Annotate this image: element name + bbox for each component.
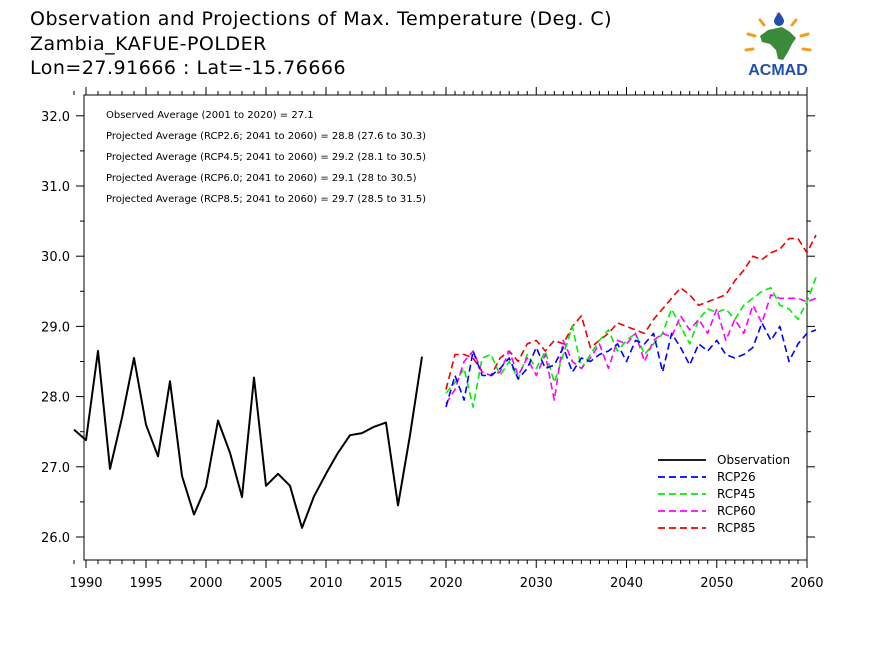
y-tick-label: 32.0	[41, 110, 70, 125]
annotation-text: Observed Average (2001 to 2020) = 27.1	[106, 110, 314, 121]
y-axis-labels: 26.0 27.0 28.0 29.0 30.0 31.0 32.0	[41, 110, 70, 546]
series-line-rcp45	[445, 277, 817, 408]
chart-title: Observation and Projections of Max. Temp…	[30, 8, 613, 30]
x-tick-label: 2000	[189, 576, 222, 591]
station-name: Zambia_KAFUE-POLDER	[30, 33, 267, 55]
y-tick-label: 31.0	[41, 180, 70, 195]
plot-frame	[83, 94, 808, 561]
series-line-rcp85	[445, 234, 817, 390]
y-tick-label: 28.0	[41, 391, 70, 406]
annotations: Observed Average (2001 to 2020) = 27.1 Pr…	[106, 110, 426, 205]
annotation-text: Projected Average (RCP2.6; 2041 to 2060)…	[106, 131, 426, 142]
annotation-text: Projected Average (RCP6.0; 2041 to 2060)…	[106, 173, 417, 184]
x-tick-label: 2060	[790, 576, 823, 591]
x-tick-label: 2020	[429, 576, 462, 591]
logo-text: ACMAD	[748, 62, 808, 79]
x-tick-label: 2015	[369, 576, 402, 591]
x-tick-label: 1990	[69, 576, 102, 591]
x-axis-labels: 1990 1995 2000 2005 2010 2015 2020 2030 2040 2050…	[69, 576, 823, 591]
station-coordinates: Lon=27.91666 : Lat=-15.76666	[30, 57, 347, 79]
legend-label-observation: Observation	[717, 453, 790, 467]
legend-label-rcp85: RCP85	[717, 521, 756, 535]
series-line-rcp26	[445, 322, 817, 408]
legend-label-rcp26: RCP26	[717, 470, 756, 484]
annotation-text: Projected Average (RCP4.5; 2041 to 2060)…	[106, 152, 426, 163]
x-tick-label: 2050	[700, 576, 733, 591]
acmad-logo: ACMAD	[738, 10, 818, 85]
series-lines	[73, 234, 817, 529]
axis-ticks	[73, 87, 815, 568]
y-tick-label: 29.0	[41, 320, 70, 335]
africa-sun-drop-logo-icon	[744, 12, 812, 60]
legend: Observation RCP26 RCP45 RCP60 RCP85	[658, 453, 790, 535]
y-tick-label: 26.0	[41, 531, 70, 546]
y-tick-label: 27.0	[41, 461, 70, 476]
x-tick-label: 2040	[610, 576, 643, 591]
series-line-observation	[73, 350, 423, 529]
series-line-rcp60	[445, 293, 817, 405]
annotation-text: Projected Average (RCP8.5; 2041 to 2060)…	[106, 194, 426, 205]
legend-label-rcp60: RCP60	[717, 504, 756, 518]
x-tick-label: 2010	[309, 576, 342, 591]
x-tick-label: 2005	[249, 576, 282, 591]
legend-label-rcp45: RCP45	[717, 487, 756, 501]
x-tick-label: 1995	[129, 576, 162, 591]
x-tick-label: 2030	[520, 576, 553, 591]
y-tick-label: 30.0	[41, 250, 70, 265]
